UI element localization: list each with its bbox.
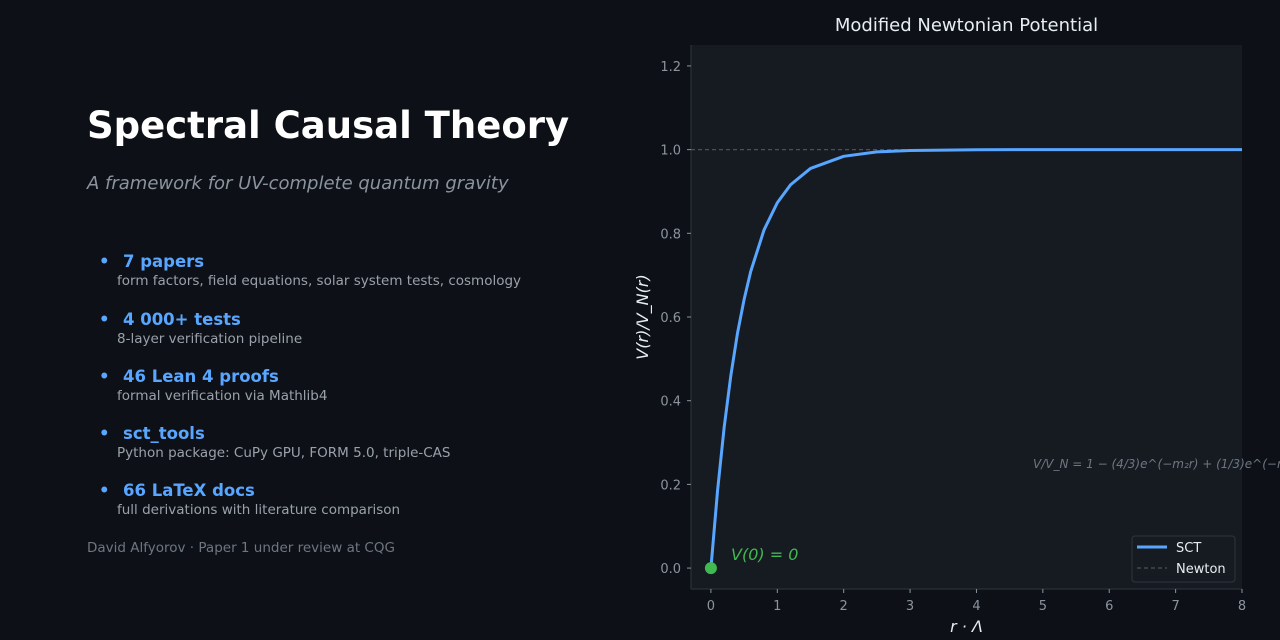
x-tick-label: 1 — [773, 599, 781, 614]
formula-annotation: V/V_N = 1 − (4/3)e^(−m₂r) + (1/3)e^(−m₀r… — [1033, 457, 1280, 471]
y-tick-label: 1.0 — [660, 144, 681, 159]
item-heading: sct_tools — [123, 424, 205, 443]
bullet-icon: • — [99, 424, 110, 443]
y-tick-label: 0.8 — [660, 227, 681, 242]
list-item: • 66 LaTeX docs full derivations with lit… — [99, 481, 400, 518]
y-tick-label: 0.6 — [660, 311, 681, 326]
x-tick-label: 7 — [1171, 599, 1179, 614]
list-item: • 7 papers form factors, field equations,… — [99, 252, 521, 289]
x-tick-label: 0 — [707, 599, 715, 614]
x-tick-label: 5 — [1039, 599, 1047, 614]
y-tick-label: 0.2 — [660, 478, 681, 493]
x-tick-label: 3 — [906, 599, 914, 614]
legend-sct-label: SCT — [1176, 541, 1201, 556]
y-tick-label: 0.4 — [660, 395, 681, 410]
item-heading: 46 Lean 4 proofs — [123, 367, 279, 386]
x-tick-label: 8 — [1238, 599, 1246, 614]
item-description: formal verification via Mathlib4 — [117, 388, 328, 404]
bullet-icon: • — [99, 252, 110, 271]
item-description: full derivations with literature compari… — [117, 502, 401, 518]
x-axis-label: r · Λ — [950, 617, 983, 636]
chart-title: Modified Newtonian Potential — [835, 15, 1098, 36]
footer-credit: David Alfyorov · Paper 1 under review at… — [87, 540, 395, 556]
y-tick-label: 0.0 — [660, 562, 681, 577]
item-description: form factors, field equations, solar sys… — [117, 273, 522, 289]
item-description: Python package: CuPy GPU, FORM 5.0, trip… — [117, 445, 451, 461]
bullet-icon: • — [99, 310, 110, 329]
list-item: • 4 000+ tests 8-layer verification pipel… — [99, 310, 302, 347]
y-axis-label: V(r)/V_N(r) — [633, 274, 653, 359]
bullet-icon: • — [99, 367, 110, 386]
legend-newton-label: Newton — [1176, 562, 1226, 577]
item-heading: 4 000+ tests — [123, 310, 241, 329]
x-tick-label: 4 — [972, 599, 980, 614]
x-tick-label: 2 — [840, 599, 848, 614]
page-subtitle: A framework for UV-complete quantum grav… — [87, 173, 509, 194]
list-item: • 46 Lean 4 proofs formal verification vi… — [99, 367, 327, 404]
y-tick-label: 1.2 — [660, 60, 681, 75]
list-item: • sct_tools Python package: CuPy GPU, FOR… — [99, 424, 450, 461]
origin-annotation: V(0) = 0 — [731, 545, 798, 564]
item-heading: 7 papers — [123, 252, 205, 271]
plot-area — [691, 45, 1242, 589]
bullet-icon: • — [99, 481, 110, 500]
page-title: Spectral Causal Theory — [87, 104, 570, 147]
item-description: 8-layer verification pipeline — [117, 331, 303, 347]
item-heading: 66 LaTeX docs — [123, 481, 255, 500]
origin-marker — [704, 562, 717, 575]
x-tick-label: 6 — [1105, 599, 1113, 614]
